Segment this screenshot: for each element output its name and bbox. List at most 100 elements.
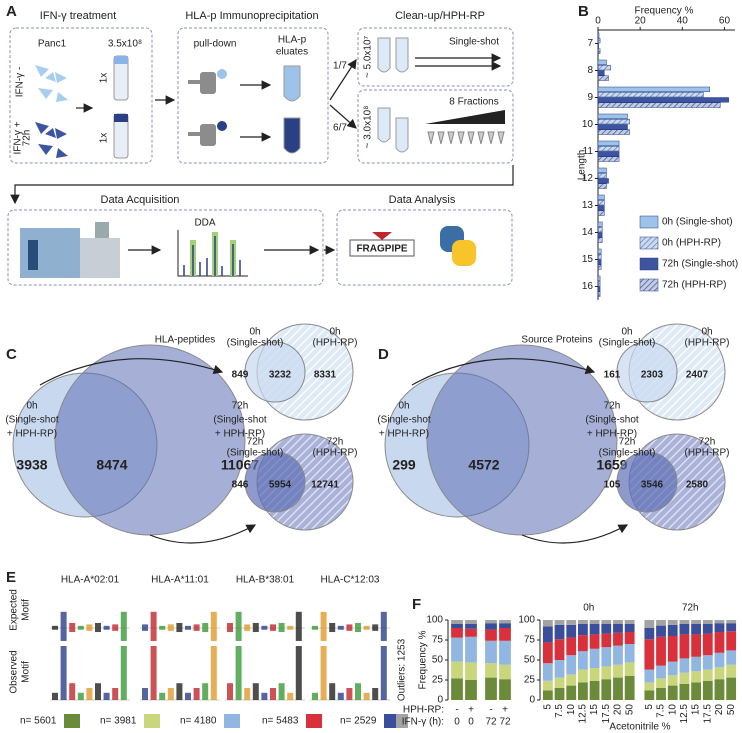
venn-count: 12741 [311, 480, 339, 491]
logo-glyph [355, 622, 361, 633]
y-tick-label: 75 [432, 635, 444, 646]
set-label: 0h [249, 327, 260, 338]
x-tick-label: 15 [589, 704, 600, 716]
bar-segment [566, 655, 577, 675]
bar-segment [644, 690, 655, 700]
bar-segment [589, 668, 600, 681]
bar [597, 178, 609, 184]
venn-count: 161 [604, 370, 621, 381]
logo-glyph [244, 624, 251, 631]
set-label: (HPH-RP) [313, 448, 358, 459]
bar-segment [624, 624, 635, 632]
step-box [357, 89, 514, 164]
bar-segment [601, 633, 612, 648]
bar-segment [667, 636, 678, 662]
bar-segment [542, 626, 553, 643]
cells-treated [35, 122, 68, 158]
tube [283, 65, 301, 102]
bar-segment [667, 620, 678, 625]
logo-glyph [210, 646, 217, 700]
x-tick-label: + [468, 705, 474, 716]
bar-segment [714, 632, 725, 653]
bar [597, 38, 601, 44]
step-box [357, 27, 514, 87]
step-label: DDA [194, 218, 215, 229]
bar [597, 291, 601, 297]
logo-glyph [227, 622, 233, 633]
bar [597, 113, 628, 119]
bar-segment [644, 620, 655, 628]
bar-segment [485, 640, 497, 664]
bar-segment [554, 639, 565, 660]
set-label: 0h [329, 327, 340, 338]
logo-glyph [150, 646, 157, 700]
logo-glyph [202, 683, 209, 700]
tube [377, 107, 409, 153]
bar-segment [702, 624, 713, 634]
bar-segment [465, 628, 477, 637]
venn-count: 5954 [269, 480, 292, 491]
bar-segment [702, 669, 713, 681]
bar-segment [691, 620, 702, 624]
bar-segment [554, 660, 565, 678]
bar-segment [714, 667, 725, 680]
logo-glyph [150, 611, 157, 641]
panel-label: A [6, 3, 17, 20]
mass-spec [20, 222, 120, 278]
y-tick-label: 0 [529, 695, 535, 706]
logo-glyph [112, 688, 119, 700]
bar-segment [624, 676, 635, 700]
cell-line: Panc1 [38, 39, 67, 50]
y-tick-label: 9 [587, 92, 593, 103]
bar [597, 59, 607, 65]
step-title: IFN-γ treatment [40, 10, 116, 22]
y-tick-label: 50 [524, 655, 536, 666]
logo-glyph [95, 683, 101, 700]
logo-glyph [159, 692, 166, 700]
bar-segment [714, 679, 725, 700]
logo-glyph [103, 692, 110, 700]
logo-glyph [227, 683, 233, 700]
logo-glyph [380, 646, 387, 700]
logo-glyph [295, 611, 302, 641]
x-tick-label: 0 [595, 16, 601, 27]
bar-segment [702, 633, 713, 656]
bar-segment [644, 682, 655, 691]
bar-segment [656, 688, 666, 700]
bar-segment [499, 679, 511, 700]
logo-glyph [176, 622, 183, 633]
x-tick-label: 20 [714, 704, 725, 716]
venn-circle [426, 344, 618, 536]
x-tick-label: 15 [691, 704, 702, 716]
bar-segment [577, 620, 588, 624]
set-label: 72h [327, 437, 344, 448]
logo-glyph [346, 624, 353, 631]
cell-count: 3.5x10⁸ [108, 39, 142, 50]
x-tick-label: 10 [667, 704, 678, 716]
bar-segment [679, 684, 690, 700]
set-label: (Single-shot [585, 415, 639, 426]
count-swatch [224, 714, 240, 728]
set-label: (HPH-RP) [685, 338, 730, 349]
tube-cap [114, 114, 128, 122]
bar-segment [566, 685, 577, 700]
bar-segment [714, 620, 725, 624]
group-label: 0h [583, 603, 594, 614]
y-axis-title: Length [577, 150, 588, 181]
x-tick-label: 0 [468, 717, 474, 728]
bar-segment [566, 674, 577, 686]
bar-segment [577, 682, 588, 700]
logo-glyph [270, 624, 276, 631]
step-title: HLA-p Immunoprecipitation [185, 10, 318, 22]
group-label: 72h [682, 603, 699, 614]
bar-segment [691, 682, 702, 700]
bar-segment [679, 634, 690, 659]
y-tick-label: 8 [587, 65, 593, 76]
set-label: 0h [398, 401, 409, 412]
venn-count: 846 [232, 480, 249, 491]
legend-swatch [639, 257, 659, 271]
bar-segment [577, 651, 588, 670]
bar-segment [702, 620, 713, 624]
logo-glyph [167, 688, 174, 700]
step-label: 8 Fractions [449, 97, 498, 108]
